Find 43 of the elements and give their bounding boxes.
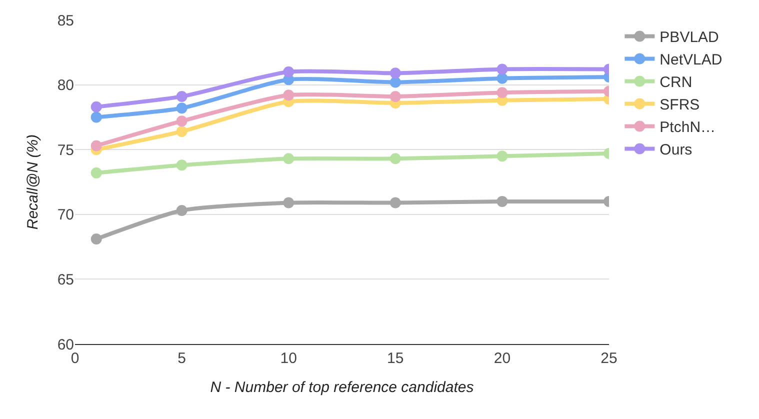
point [390,68,401,79]
y-tick-label: 75 [57,142,74,159]
point [176,102,188,114]
point [496,87,508,98]
legend-label: SFRS [660,96,700,114]
point [176,116,188,127]
point [90,101,102,112]
point [176,126,188,137]
point [390,90,401,102]
point [90,140,102,152]
y-tick-label: 80 [57,77,74,94]
legend-label: Ours [660,142,692,159]
point [90,167,102,178]
x-axis-title: N - Number of top reference candidates [210,379,474,396]
x-tick-label: 20 [494,350,511,367]
point [496,72,508,84]
y-tick-label: 85 [57,12,74,30]
legend-label: NetVLAD [660,52,722,69]
y-tick-label: 65 [57,271,74,288]
point [176,205,188,216]
point [496,64,508,75]
x-tick-label: 15 [387,350,404,367]
point [176,90,188,102]
point [283,66,294,78]
x-tick-label: 5 [178,350,186,367]
point [390,197,401,208]
y-axis-title: Recall@N (%) [24,134,42,230]
point [390,76,401,88]
point [283,197,294,208]
y-tick-label: 70 [57,206,74,224]
point [283,90,294,101]
point [90,112,102,123]
point [90,234,102,245]
point [496,196,508,207]
x-tick-label: 25 [600,350,618,367]
x-tick-label: 10 [280,350,297,367]
legend-label: PBVLAD [660,29,720,46]
point [176,160,188,171]
legend-label: PtchN… [660,119,716,136]
legend-label: CRN [660,74,692,92]
point [390,153,401,164]
point [283,153,294,164]
point [496,150,508,162]
